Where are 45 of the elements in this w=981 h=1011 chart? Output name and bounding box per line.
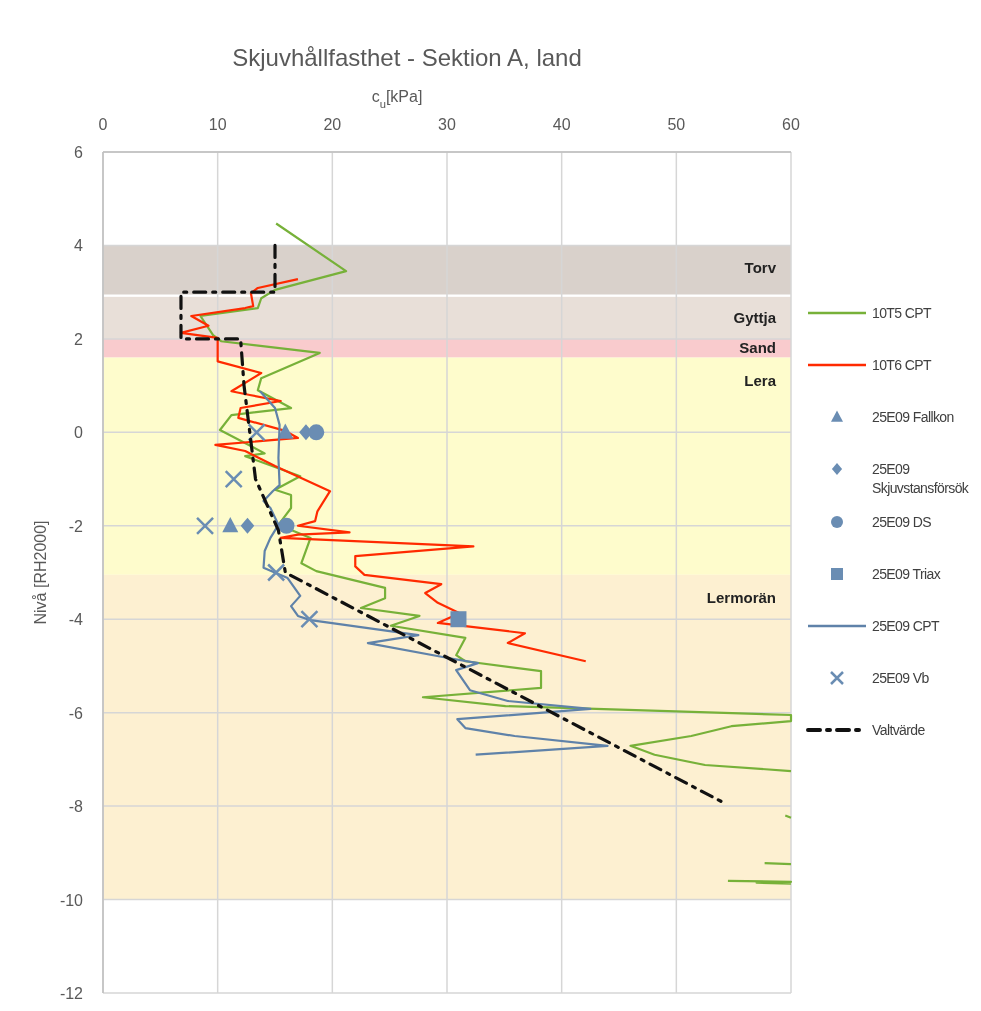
y-tick-label: 6 bbox=[74, 144, 84, 161]
point bbox=[224, 469, 243, 489]
point bbox=[308, 424, 325, 441]
point bbox=[278, 517, 295, 534]
x-axis-title: c$_{u}$[kPa] bbox=[371, 88, 423, 110]
point bbox=[195, 516, 215, 536]
y-tick-label: -12 bbox=[59, 985, 84, 1002]
point bbox=[222, 516, 239, 533]
x-tick-label: 60 bbox=[782, 116, 800, 133]
band-label: Torv bbox=[744, 259, 777, 277]
y-axis-title: Nivå [RH2000] bbox=[32, 520, 49, 625]
point bbox=[277, 423, 294, 439]
legend-label: 10T6 CPT bbox=[872, 357, 933, 373]
band-label: Lermorän bbox=[706, 588, 776, 606]
point bbox=[300, 609, 319, 629]
y-tick-label: -10 bbox=[59, 891, 84, 909]
y-tick-label: -4 bbox=[68, 611, 84, 629]
line-series bbox=[258, 390, 609, 756]
y-tick-label: 4 bbox=[74, 237, 84, 255]
band-label: Lera bbox=[744, 371, 777, 389]
y-tick-label: -2 bbox=[68, 517, 84, 535]
x-tick-label: 0 bbox=[98, 116, 108, 133]
x-tick-label: 40 bbox=[552, 116, 571, 133]
point bbox=[450, 611, 467, 628]
legend-label: 10T5 CPT bbox=[872, 305, 933, 321]
point bbox=[240, 517, 255, 534]
x-tick-label: 10 bbox=[208, 116, 227, 133]
y-tick-label: -8 bbox=[68, 798, 84, 816]
point bbox=[266, 563, 286, 582]
band-label: Sand bbox=[739, 339, 776, 357]
legend-label: 25E09 Vb bbox=[872, 670, 930, 686]
x-tick-label: 50 bbox=[667, 116, 686, 133]
y-tick-label: 0 bbox=[74, 424, 84, 442]
legend-label: 25E09 CPT bbox=[872, 618, 941, 634]
y-tick-label: 2 bbox=[74, 330, 84, 348]
y-tick-label: -6 bbox=[68, 704, 84, 722]
band-label: Gyttja bbox=[733, 308, 777, 326]
legend-label: 25E09 Triax bbox=[872, 566, 941, 582]
legend-label: 25E09 Fallkon bbox=[872, 409, 954, 425]
legend-label: Valtvärde bbox=[872, 722, 926, 738]
chart-title: Skjuvhållfasthet - Sektion A, land bbox=[232, 44, 582, 71]
legend-label: 25E09 Skjuvstansförsök bbox=[872, 461, 970, 496]
x-tick-label: 20 bbox=[323, 116, 342, 133]
x-tick-label: 30 bbox=[438, 116, 456, 133]
legend-label: 25E09 DS bbox=[872, 514, 932, 530]
